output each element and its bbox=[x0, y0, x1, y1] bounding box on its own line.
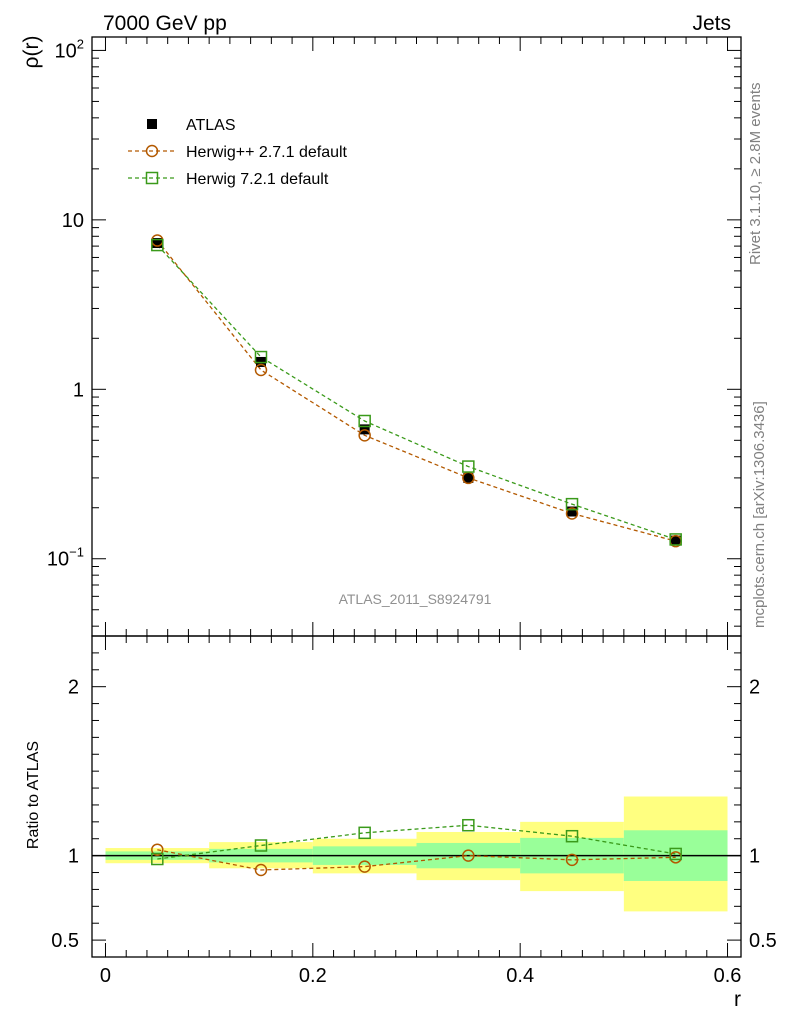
ratio-point-herwigpp-0 bbox=[151, 843, 164, 856]
analysis-id-label: ATLAS_2011_S8924791 bbox=[339, 591, 492, 607]
top-point-herwigpp-2 bbox=[358, 429, 371, 442]
top-line-herwigpp bbox=[156, 240, 676, 542]
top-point-herwigpp-4 bbox=[565, 507, 579, 520]
top-point-atlas-3 bbox=[463, 472, 474, 483]
header-right-label: Jets bbox=[692, 12, 731, 35]
x-tick-label-2: 0.4 bbox=[506, 965, 534, 987]
ratio-point-herwigpp-3 bbox=[462, 849, 475, 862]
top-y-tick-label-1: 10 bbox=[62, 210, 84, 232]
legend-label-atlas: ATLAS bbox=[186, 117, 236, 134]
bottom-y-tick-label-right-0: 0.5 bbox=[749, 930, 777, 952]
bottom-y-tick-label-right-2: 2 bbox=[749, 677, 760, 699]
legend-marker-herwigpp bbox=[145, 144, 159, 158]
top-point-atlas-5 bbox=[670, 535, 681, 546]
top-point-herwig7-3 bbox=[462, 460, 475, 473]
legend-marker-herwig7 bbox=[145, 171, 159, 185]
legend-label-herwigpp: Herwig++ 2.7.1 default bbox=[186, 144, 348, 161]
mcplots-side-label: mcplots.cern.ch [arXiv:1306.3436] bbox=[751, 401, 768, 628]
ratio-point-herwig7-0 bbox=[151, 852, 164, 866]
top-point-herwig7-1 bbox=[254, 350, 268, 364]
top-point-herwig7-2 bbox=[358, 414, 371, 428]
bottom-y-tick-label-right-1: 1 bbox=[749, 846, 760, 868]
ratio-point-herwig7-5 bbox=[669, 847, 682, 861]
top-y-tick-label-2: 1 bbox=[73, 379, 84, 401]
header-left-label: 7000 GeV pp bbox=[103, 12, 227, 35]
ratio-point-herwig7-1 bbox=[254, 839, 268, 852]
top-line-herwig7 bbox=[156, 244, 676, 541]
ratio-point-herwig7-4 bbox=[565, 829, 579, 843]
legend: ATLAS Herwig++ 2.7.1 default Herwig 7.2.1 … bbox=[128, 117, 348, 188]
x-tick-label-0: 0 bbox=[100, 965, 111, 987]
top-y-tick-label-0: 102 bbox=[55, 36, 84, 62]
ratio-point-herwigpp-4 bbox=[565, 853, 579, 867]
x-axis-label: r bbox=[734, 988, 741, 1011]
top-y-tick-label-3: 10−1 bbox=[47, 545, 84, 571]
bottom-y-tick-label-left-0: 0.5 bbox=[51, 930, 79, 952]
legend-label-herwig7: Herwig 7.2.1 default bbox=[186, 171, 329, 188]
bottom-y-tick-label-left-1: 1 bbox=[68, 846, 79, 868]
legend-marker-atlas bbox=[147, 119, 157, 129]
top-y-axis-label: ρ(r) bbox=[20, 36, 43, 69]
top-point-herwig7-4 bbox=[565, 497, 579, 511]
top-point-atlas-4 bbox=[567, 506, 578, 517]
rivet-side-label: Rivet 3.1.10, ≥ 2.8M events bbox=[747, 83, 764, 266]
top-point-herwig7-5 bbox=[669, 533, 682, 546]
ratio-point-herwig7-2 bbox=[358, 826, 371, 840]
top-point-herwigpp-1 bbox=[254, 363, 268, 377]
top-point-herwig7-0 bbox=[151, 238, 164, 252]
bottom-y-tick-label-left-2: 2 bbox=[68, 677, 79, 699]
ratio-point-herwigpp-1 bbox=[254, 863, 268, 877]
ratio-line-herwigpp bbox=[157, 849, 676, 871]
top-point-atlas-0 bbox=[152, 238, 163, 249]
x-tick-label-3: 0.6 bbox=[714, 965, 742, 987]
bottom-y-axis-label: Ratio to ATLAS bbox=[25, 741, 42, 849]
x-tick-label-1: 0.2 bbox=[299, 965, 327, 987]
ratio-line-herwig7 bbox=[157, 824, 676, 860]
ratio-point-herwig7-3 bbox=[462, 818, 475, 832]
ratio-point-herwigpp-2 bbox=[358, 860, 371, 873]
